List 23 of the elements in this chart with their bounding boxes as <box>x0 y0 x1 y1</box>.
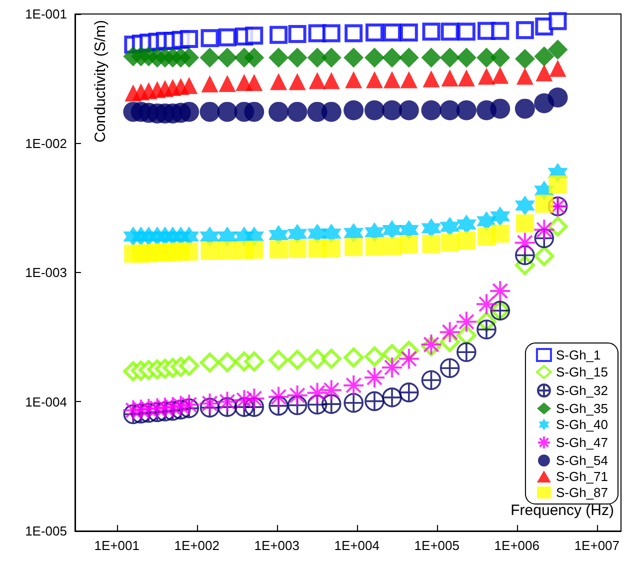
legend-label: S-Gh_54 <box>556 453 608 468</box>
legend-label: S-Gh_40 <box>556 417 608 432</box>
x-tick-label: 1E+001 <box>94 538 140 553</box>
x-axis-title: Frequency (Hz) <box>510 502 614 519</box>
x-tick-label: 1E+002 <box>174 538 220 553</box>
y-tick-label: 1E-005 <box>25 524 67 538</box>
legend-label: S-Gh_87 <box>556 485 608 500</box>
legend-label: S-Gh_35 <box>556 401 608 416</box>
x-tick-label: 1E+006 <box>494 538 540 553</box>
x-tick-label: 1E+005 <box>414 538 460 553</box>
y-tick-label: 1E-004 <box>25 394 67 410</box>
legend-label: S-Gh_15 <box>556 364 608 380</box>
legend-label: S-Gh_47 <box>556 435 608 450</box>
legend-label: S-Gh_1 <box>556 348 601 362</box>
y-tick-label: 1E-003 <box>25 265 67 280</box>
legend-label: S-Gh_32 <box>556 383 608 398</box>
x-tick-label: 1E+007 <box>574 538 620 553</box>
y-axis-title: Conductivity (S/m) <box>92 20 109 143</box>
legend-label: S-Gh_71 <box>556 469 608 484</box>
y-tick-label: 1E-002 <box>25 136 67 151</box>
x-tick-label: 1E+003 <box>254 538 300 553</box>
y-tick-label: 1E-001 <box>25 6 67 22</box>
x-tick-label: 1E+004 <box>334 538 380 553</box>
